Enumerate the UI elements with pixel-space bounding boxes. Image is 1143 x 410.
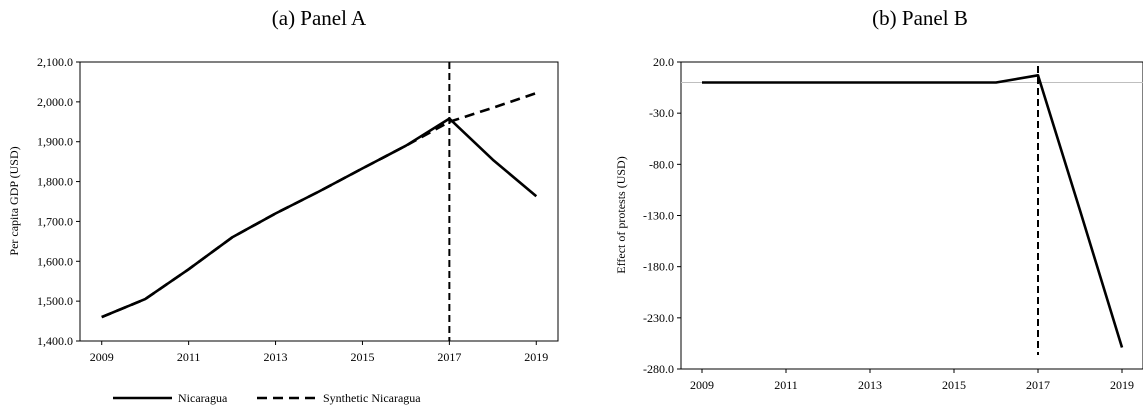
panel-a-x-tick-label: 2011 [177,350,201,364]
panel-b-x-tick-label: 2019 [1110,378,1134,392]
panel-a-x-tick-label: 2015 [350,350,374,364]
panel-a-x-tick-label: 2019 [524,350,548,364]
panel-b-y-tick-label: -180.0 [643,260,674,274]
panel-b-x-tick-label: 2015 [942,378,966,392]
panel-a-x-ticks: 2009 2011 2013 2015 2017 2019 [90,341,548,364]
panel-b-title: (b) Panel B [872,6,968,30]
legend: Nicaragua Synthetic Nicaragua [113,391,421,405]
panel-a-y-tick-label: 1,800.0 [37,175,73,189]
panel-b-chart: (b) Panel B Effect of protests (USD) -28… [614,6,1143,392]
panel-a-y-tick-label: 2,000.0 [37,95,73,109]
panel-b-x-tick-label: 2009 [690,378,714,392]
panel-b-series [681,66,1143,355]
panel-b-y-axis-label: Effect of protests (USD) [614,156,628,273]
panel-a-y-tick-label: 2,100.0 [37,55,73,69]
panel-a-series-line-main [101,117,538,319]
panel-b-x-tick-label: 2011 [774,378,798,392]
panel-a-y-tick-label: 1,400.0 [37,334,73,348]
panel-b-x-tick-label: 2013 [858,378,882,392]
panel-a-x-tick-label: 2017 [437,350,461,364]
panel-b-plot-area [680,61,1143,370]
panel-a-x-tick-label: 2013 [264,350,288,364]
panel-b-y-tick-label: -80.0 [649,157,674,171]
panel-a-y-tick-label: 1,600.0 [37,254,73,268]
panel-a-series [101,62,538,341]
panel-a-y-tick-label: 1,500.0 [37,294,73,308]
panel-a-y-tick-label: 1,900.0 [37,135,73,149]
legend-label-synthetic-nicaragua: Synthetic Nicaragua [323,391,421,405]
panel-b-series-line-main [702,74,1124,348]
legend-label-nicaragua: Nicaragua [178,391,228,405]
panel-a-y-tick-label: 1,700.0 [37,214,73,228]
panel-a-plot-area [79,61,559,342]
panel-b-y-tick-label: -280.0 [643,362,674,376]
panel-b-x-tick-label: 2017 [1026,378,1050,392]
panel-b-x-ticks: 2009 2011 2013 2015 2017 2019 [690,369,1134,392]
panel-a-title: (a) Panel A [272,6,367,30]
panel-a-y-ticks: 1,400.0 1,500.0 1,600.0 1,700.0 1,800.0 1,900… [37,55,80,348]
panel-a-chart: (a) Panel A Per capita GDP (USD) 1,400.0… [7,6,559,364]
panel-b-y-ticks: -280.0 -230.0 -180.0 -130.0 -80.0 -30.0 20.0 [643,55,681,376]
panel-b-y-tick-label: 20.0 [653,55,674,69]
panel-b-y-tick-label: -30.0 [649,106,674,120]
panel-b-y-tick-label: -130.0 [643,209,674,223]
panel-a-x-tick-label: 2009 [90,350,114,364]
panel-b-y-tick-label: -230.0 [643,311,674,325]
panel-a-y-axis-label: Per capita GDP (USD) [7,146,21,255]
